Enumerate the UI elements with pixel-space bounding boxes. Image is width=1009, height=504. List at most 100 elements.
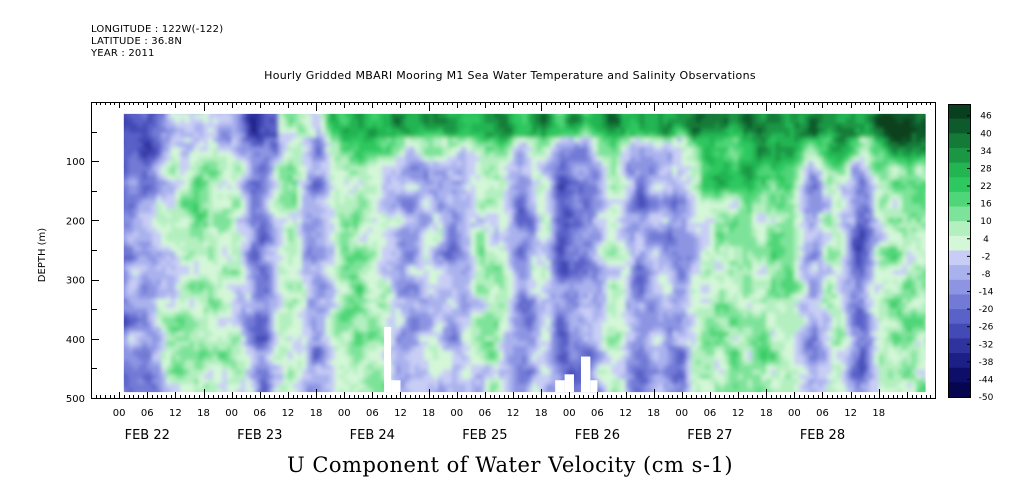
heatmap-cell	[452, 227, 458, 233]
heatmap-cell	[278, 194, 284, 200]
heatmap-cell	[259, 326, 266, 333]
heatmap-cell	[456, 331, 463, 338]
heatmap-cell	[452, 170, 458, 177]
heatmap-cell	[452, 345, 458, 352]
heatmap-cell	[311, 203, 317, 210]
heatmap-cell	[484, 227, 491, 233]
heatmap-cell	[212, 274, 219, 281]
heatmap-cell	[423, 274, 430, 281]
heatmap-cell	[325, 128, 331, 134]
heatmap-cell	[170, 270, 176, 276]
heatmap-cell	[147, 137, 153, 143]
heatmap-cell	[414, 369, 420, 375]
heatmap-cell	[428, 132, 434, 139]
heatmap-cell	[348, 151, 355, 158]
heatmap-cell	[423, 251, 430, 257]
heatmap-cell	[133, 151, 139, 158]
heatmap-cell	[128, 255, 134, 262]
heatmap-cell	[217, 270, 223, 276]
heatmap-cell	[123, 227, 130, 233]
heatmap-cell	[273, 132, 280, 139]
heatmap-cell	[297, 303, 303, 309]
heatmap-cell	[494, 241, 500, 248]
heatmap-cell	[316, 146, 322, 153]
heatmap-cell	[409, 156, 416, 162]
heatmap-cell	[480, 374, 486, 380]
heatmap-cells	[123, 113, 926, 393]
heatmap-cell	[137, 255, 144, 262]
heatmap-cell	[273, 345, 280, 352]
heatmap-cell	[316, 293, 322, 300]
heatmap-cell	[194, 113, 200, 120]
heatmap-cell	[264, 255, 270, 262]
heatmap-cell	[241, 165, 247, 172]
heatmap-cell	[498, 298, 505, 304]
heatmap-cell	[283, 355, 289, 361]
heatmap-cell	[362, 293, 369, 300]
heatmap-cell	[437, 156, 444, 162]
heatmap-cell	[461, 317, 467, 323]
heatmap-cell	[325, 118, 331, 124]
heatmap-cell	[203, 189, 209, 195]
heatmap-cell	[456, 341, 463, 347]
heatmap-cell	[226, 156, 233, 162]
heatmap-cell	[137, 274, 144, 281]
heatmap-cell	[475, 255, 481, 262]
heatmap-cell	[400, 331, 406, 338]
heatmap-cell	[494, 274, 500, 281]
heatmap-cell	[306, 156, 312, 162]
heatmap-cell	[278, 255, 284, 262]
heatmap-cell	[250, 227, 256, 233]
heatmap-cell	[428, 251, 434, 257]
heatmap-cell	[386, 137, 392, 143]
heatmap-cell	[348, 336, 355, 342]
heatmap-cell	[226, 298, 233, 304]
heatmap-cell	[419, 298, 425, 304]
heatmap-cell	[344, 146, 350, 153]
heatmap-cell	[170, 213, 176, 219]
heatmap-cell	[180, 123, 186, 129]
heatmap-cell	[311, 189, 317, 195]
heatmap-cell	[325, 241, 331, 248]
heatmap-cell	[498, 265, 505, 271]
heatmap-cell	[142, 189, 148, 195]
heatmap-cell	[442, 165, 448, 172]
heatmap-cell	[423, 331, 430, 338]
heatmap-cell	[325, 326, 331, 333]
heatmap-cell	[409, 341, 416, 347]
heatmap-cell	[236, 312, 242, 319]
heatmap-cell	[142, 312, 148, 319]
heatmap-cell	[128, 203, 134, 210]
heatmap-cell	[292, 284, 298, 290]
heatmap-cell	[208, 355, 214, 361]
heatmap-cell	[339, 355, 345, 361]
heatmap-cell	[231, 222, 237, 229]
heatmap-cell	[377, 326, 383, 333]
heatmap-cell	[456, 355, 463, 361]
heatmap-cell	[198, 208, 205, 214]
heatmap-cell	[494, 170, 500, 177]
heatmap-cell	[377, 388, 383, 393]
heatmap-cell	[433, 227, 439, 233]
heatmap-cell	[386, 227, 392, 233]
heatmap-cell	[203, 369, 209, 375]
heatmap-cell	[236, 113, 242, 120]
heatmap-cell	[377, 369, 383, 375]
heatmap-cell	[212, 203, 219, 210]
heatmap-cell	[273, 156, 280, 162]
heatmap-cell	[194, 374, 200, 380]
heatmap-cell	[264, 222, 270, 229]
heatmap-cell	[273, 355, 280, 361]
heatmap-cell	[283, 326, 289, 333]
heatmap-cell	[170, 132, 176, 139]
heatmap-cell	[194, 137, 200, 143]
heatmap-cell	[344, 341, 350, 347]
heatmap-cell	[480, 113, 486, 120]
heatmap-cell	[302, 274, 308, 281]
heatmap-cell	[400, 246, 406, 252]
heatmap-cell	[409, 326, 416, 333]
heatmap-cell	[386, 213, 392, 219]
heatmap-cell	[208, 251, 214, 257]
heatmap-cell	[147, 165, 153, 172]
heatmap-cell	[377, 236, 383, 243]
